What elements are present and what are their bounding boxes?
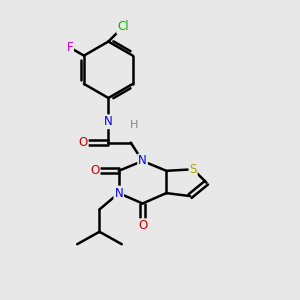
Text: O: O [90, 164, 100, 177]
Text: N: N [138, 154, 147, 167]
Text: H: H [130, 120, 138, 130]
Text: Cl: Cl [117, 20, 129, 33]
Text: O: O [79, 136, 88, 149]
Text: N: N [114, 187, 123, 200]
Text: S: S [189, 163, 197, 176]
Text: F: F [67, 41, 73, 54]
Text: O: O [138, 219, 147, 232]
Text: N: N [104, 115, 113, 128]
